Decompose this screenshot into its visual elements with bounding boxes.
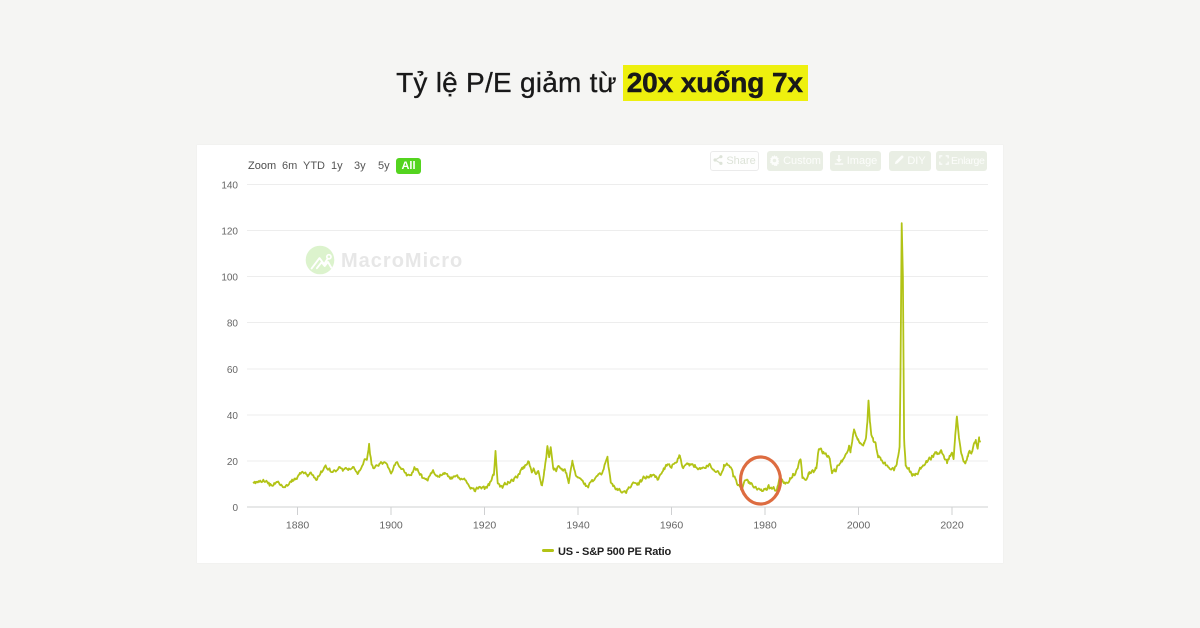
svg-text:100: 100 bbox=[221, 273, 238, 284]
svg-text:2000: 2000 bbox=[847, 520, 871, 532]
svg-text:120: 120 bbox=[221, 227, 238, 238]
svg-text:1920: 1920 bbox=[473, 520, 497, 532]
svg-text:60: 60 bbox=[227, 365, 239, 376]
svg-text:2020: 2020 bbox=[940, 520, 964, 532]
svg-text:40: 40 bbox=[227, 411, 239, 422]
svg-text:0: 0 bbox=[232, 503, 238, 514]
svg-text:20: 20 bbox=[227, 457, 239, 468]
svg-text:80: 80 bbox=[227, 319, 239, 330]
svg-text:1900: 1900 bbox=[379, 520, 403, 532]
svg-text:1980: 1980 bbox=[753, 520, 777, 532]
svg-text:140: 140 bbox=[221, 181, 238, 192]
svg-text:1960: 1960 bbox=[660, 520, 684, 532]
svg-text:1940: 1940 bbox=[566, 520, 590, 532]
svg-text:1880: 1880 bbox=[286, 520, 310, 532]
